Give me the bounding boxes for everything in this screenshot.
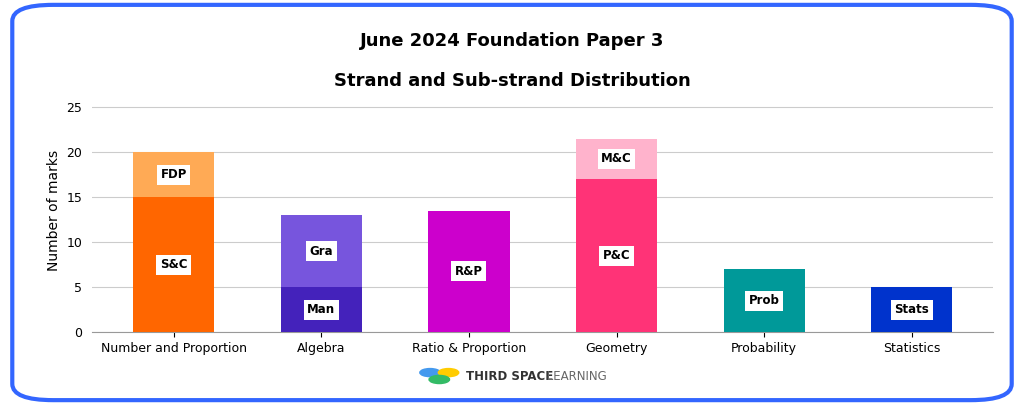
- Bar: [281, 215, 361, 287]
- Bar: [871, 287, 952, 332]
- Bar: [575, 139, 657, 179]
- Text: Gra: Gra: [309, 245, 333, 258]
- Text: LEARNING: LEARNING: [543, 370, 606, 383]
- Text: FDP: FDP: [161, 168, 187, 181]
- Bar: [724, 269, 805, 332]
- Text: S&C: S&C: [160, 258, 187, 271]
- Text: June 2024 Foundation Paper 3: June 2024 Foundation Paper 3: [359, 32, 665, 49]
- Text: P&C: P&C: [603, 249, 631, 262]
- Text: R&P: R&P: [455, 265, 483, 278]
- Text: Stats: Stats: [894, 303, 929, 316]
- Text: Man: Man: [307, 303, 336, 316]
- Bar: [575, 179, 657, 332]
- Bar: [428, 211, 510, 332]
- Text: THIRD SPACE: THIRD SPACE: [466, 370, 553, 383]
- Text: Prob: Prob: [749, 294, 779, 307]
- Bar: [133, 197, 214, 332]
- Y-axis label: Number of marks: Number of marks: [47, 150, 61, 271]
- Text: M&C: M&C: [601, 152, 632, 165]
- Bar: [281, 287, 361, 332]
- Text: Strand and Sub-strand Distribution: Strand and Sub-strand Distribution: [334, 72, 690, 90]
- Bar: [133, 152, 214, 197]
